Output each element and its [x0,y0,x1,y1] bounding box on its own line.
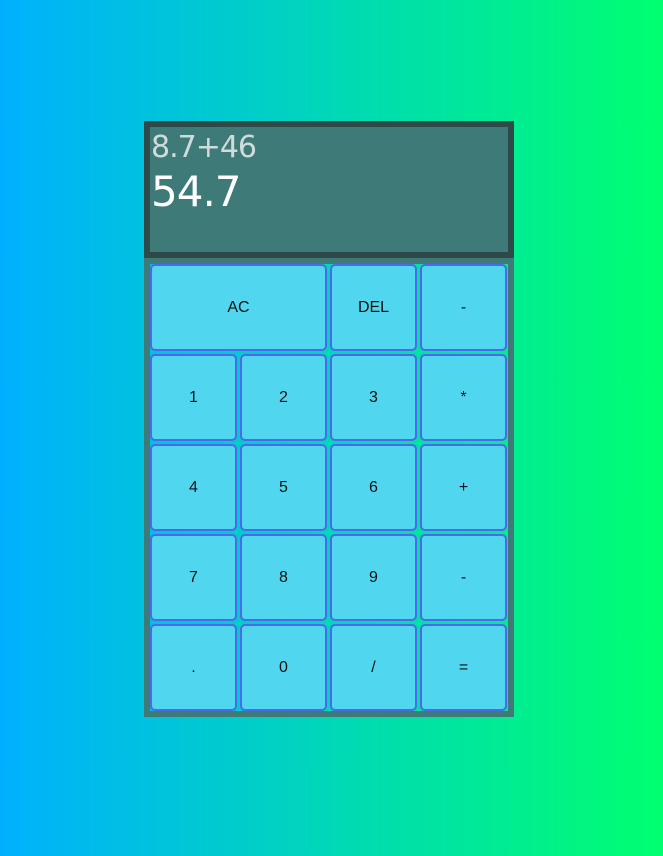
keypad: AC DEL - 1 2 3 * 4 5 6 + 7 8 9 - . 0 / = [144,258,514,717]
digit-7-button[interactable]: 7 [150,534,237,621]
divide-button[interactable]: / [330,624,417,711]
previous-operand: 8.7+46 [151,130,257,165]
multiply-button[interactable]: * [420,354,507,441]
decimal-button[interactable]: . [150,624,237,711]
digit-4-button[interactable]: 4 [150,444,237,531]
digit-9-button[interactable]: 9 [330,534,417,621]
equals-button[interactable]: = [420,624,507,711]
minus-button-top[interactable]: - [420,264,507,351]
calculator: 8.7+46 54.7 AC DEL - 1 2 3 * 4 5 6 + 7 8… [144,121,514,717]
digit-0-button[interactable]: 0 [240,624,327,711]
digit-6-button[interactable]: 6 [330,444,417,531]
current-operand: 54.7 [151,167,242,216]
digit-5-button[interactable]: 5 [240,444,327,531]
digit-2-button[interactable]: 2 [240,354,327,441]
display: 8.7+46 54.7 [144,121,514,258]
digit-3-button[interactable]: 3 [330,354,417,441]
digit-8-button[interactable]: 8 [240,534,327,621]
delete-button[interactable]: DEL [330,264,417,351]
digit-1-button[interactable]: 1 [150,354,237,441]
plus-button[interactable]: + [420,444,507,531]
minus-button[interactable]: - [420,534,507,621]
all-clear-button[interactable]: AC [150,264,327,351]
